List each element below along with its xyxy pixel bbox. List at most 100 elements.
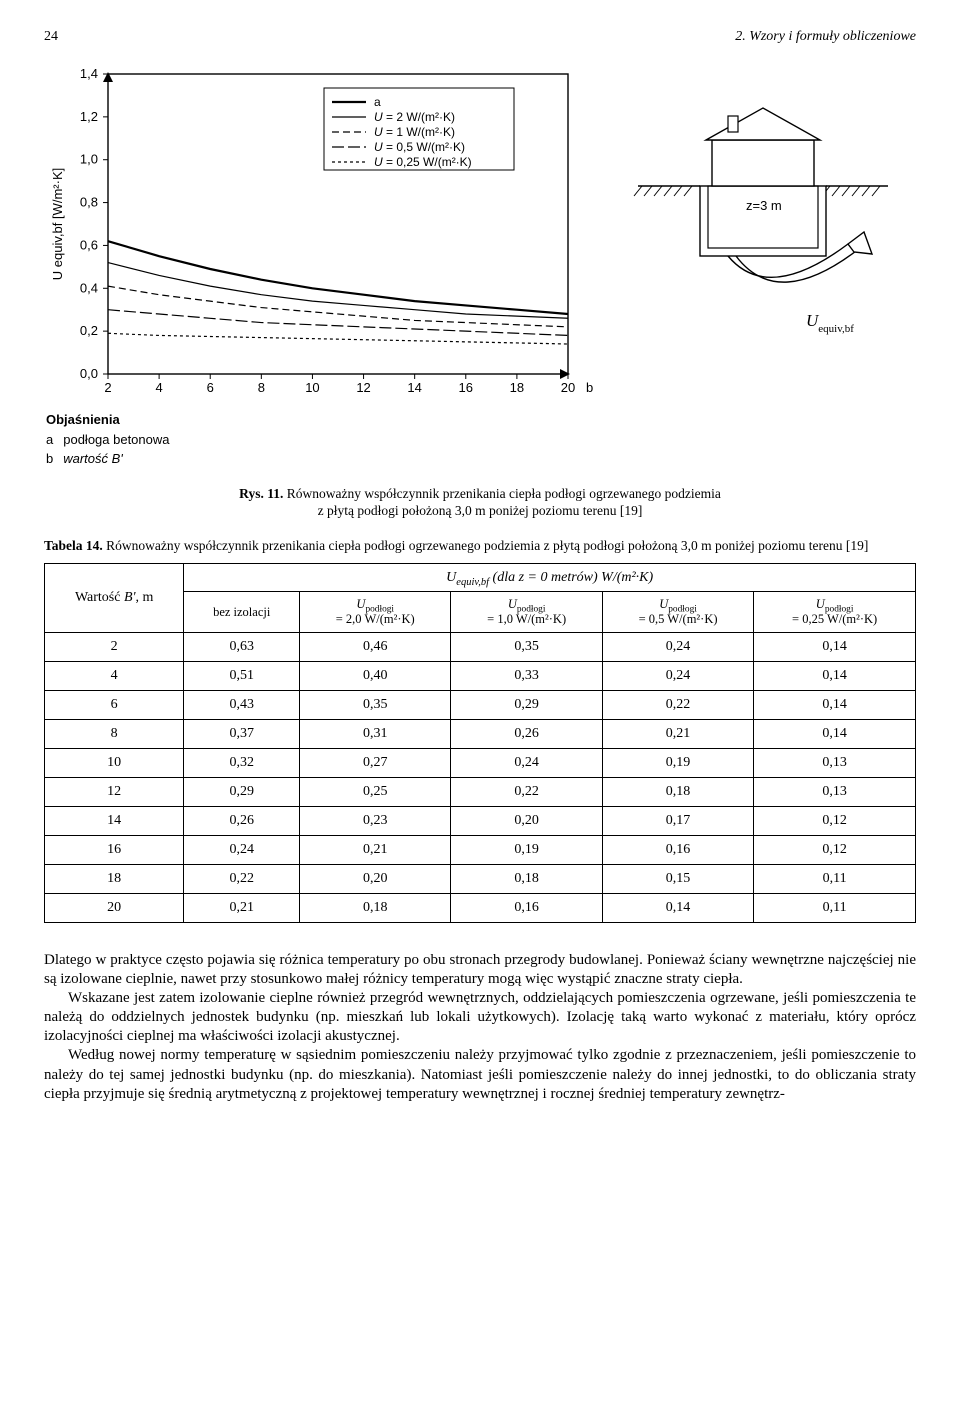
table-cell: 0,23 [300, 806, 451, 835]
svg-text:0,8: 0,8 [80, 194, 98, 209]
table-cell: 0,25 [300, 778, 451, 807]
svg-text:0,2: 0,2 [80, 323, 98, 338]
table-cell: 0,22 [184, 864, 300, 893]
table-row: 80,370,310,260,210,14 [45, 720, 916, 749]
table-cell: 0,40 [300, 662, 451, 691]
svg-text:1,2: 1,2 [80, 109, 98, 124]
page-header: 24 2. Wzory i formuły obliczeniowe [44, 28, 916, 46]
table-row: 120,290,250,220,180,13 [45, 778, 916, 807]
svg-text:2: 2 [104, 380, 111, 395]
table-row: 20,630,460,350,240,14 [45, 633, 916, 662]
table-cell: 18 [45, 864, 184, 893]
table-cell: 0,11 [754, 893, 916, 922]
table-cell: 0,33 [451, 662, 602, 691]
table-cell: 2 [45, 633, 184, 662]
table-cell: 0,22 [602, 691, 753, 720]
table-cell: 4 [45, 662, 184, 691]
table-cell: 0,29 [184, 778, 300, 807]
table-cell: 0,13 [754, 778, 916, 807]
table-row: 160,240,210,190,160,12 [45, 835, 916, 864]
table-cell: 0,24 [451, 749, 602, 778]
svg-text:a: a [374, 95, 381, 109]
table-caption-prefix: Tabela 14. [44, 538, 103, 553]
table-cell: 0,21 [184, 893, 300, 922]
figure-row: 0,00,20,40,60,81,01,21,42468101214161820… [44, 64, 916, 471]
table-cell: 0,35 [451, 633, 602, 662]
chart-container: 0,00,20,40,60,81,01,21,42468101214161820… [44, 64, 604, 471]
table-cell: 0,24 [184, 835, 300, 864]
table-cell: 0,20 [451, 806, 602, 835]
table-cell: 0,43 [184, 691, 300, 720]
table-cell: 0,14 [754, 720, 916, 749]
table-cell: 0,16 [451, 893, 602, 922]
table-cell: 0,15 [602, 864, 753, 893]
svg-text:8: 8 [258, 380, 265, 395]
table-row: 60,430,350,290,220,14 [45, 691, 916, 720]
svg-text:18: 18 [510, 380, 524, 395]
paragraph: Wskazane jest zatem izolowanie cieplne r… [44, 989, 916, 1047]
table-cell: 0,32 [184, 749, 300, 778]
svg-text:20: 20 [561, 380, 575, 395]
table-cell: 0,22 [451, 778, 602, 807]
svg-text:1,4: 1,4 [80, 66, 98, 81]
table-cell: 0,12 [754, 835, 916, 864]
table-cell: 6 [45, 691, 184, 720]
table-cell: 12 [45, 778, 184, 807]
paragraph: Dlatego w praktyce często pojawia się ró… [44, 951, 916, 989]
explanation-row: b wartość B' [46, 451, 178, 469]
table-cell: 0,16 [602, 835, 753, 864]
table-row: 140,260,230,200,170,12 [45, 806, 916, 835]
explanation-text: podłoga betonowa [63, 432, 177, 450]
table-header: Wartość B', m [45, 563, 184, 633]
table-cell: 0,14 [754, 633, 916, 662]
figure-caption-line2: z płytą podłogi położoną 3,0 m poniżej p… [318, 503, 643, 518]
table-cell: 8 [45, 720, 184, 749]
paragraph: Według nowej normy temperaturę w sąsiedn… [44, 1046, 916, 1104]
table-cell: 0,14 [602, 893, 753, 922]
figure-caption: Rys. 11. Równoważny współczynnik przenik… [44, 485, 916, 520]
table-cell: 0,51 [184, 662, 300, 691]
svg-text:6: 6 [207, 380, 214, 395]
table-cell: 14 [45, 806, 184, 835]
svg-text:0,4: 0,4 [80, 280, 98, 295]
svg-text:10: 10 [305, 380, 319, 395]
svg-text:1,0: 1,0 [80, 152, 98, 167]
table-cell: 0,14 [754, 691, 916, 720]
svg-text:12: 12 [356, 380, 370, 395]
table-caption: Tabela 14. Równoważny współczynnik przen… [44, 537, 916, 554]
chapter-title: 2. Wzory i formuły obliczeniowe [735, 28, 916, 46]
svg-text:Uequiv,bf: Uequiv,bf [806, 311, 854, 335]
explanations-block: Objaśnienia a podłoga betonowa b wartość… [44, 410, 180, 471]
explanation-key: a [46, 432, 61, 450]
table-cell: 0,18 [602, 778, 753, 807]
house-diagram-container: z=3 mUequiv,bf [628, 64, 916, 360]
figure-caption-prefix: Rys. 11. [239, 486, 283, 501]
svg-text:0,6: 0,6 [80, 237, 98, 252]
svg-text:U equiv,bf [W/m²·K]: U equiv,bf [W/m²·K] [50, 168, 65, 280]
table-subheader: bez izolacji [184, 592, 300, 633]
table-cell: 10 [45, 749, 184, 778]
table-cell: 0,46 [300, 633, 451, 662]
table-cell: 0,63 [184, 633, 300, 662]
svg-text:U = 0,25 W/(m²·K): U = 0,25 W/(m²·K) [374, 155, 472, 169]
house-diagram: z=3 mUequiv,bf [628, 94, 908, 354]
explanations-title: Objaśnienia [46, 412, 178, 430]
figure-caption-line1: Równoważny współczynnik przenikania ciep… [287, 486, 721, 501]
table-cell: 16 [45, 835, 184, 864]
table-cell: 0,19 [451, 835, 602, 864]
table-subheader: Upodłogi= 1,0 W/(m²·K) [451, 592, 602, 633]
svg-text:14: 14 [407, 380, 421, 395]
table-cell: 0,20 [300, 864, 451, 893]
table-caption-text: Równoważny współczynnik przenikania ciep… [106, 538, 868, 553]
table-subheader: Upodłogi= 2,0 W/(m²·K) [300, 592, 451, 633]
line-chart: 0,00,20,40,60,81,01,21,42468101214161820… [44, 64, 604, 404]
table-cell: 20 [45, 893, 184, 922]
table-cell: 0,37 [184, 720, 300, 749]
table-cell: 0,14 [754, 662, 916, 691]
table-cell: 0,18 [451, 864, 602, 893]
table-subheader: Upodłogi= 0,5 W/(m²·K) [602, 592, 753, 633]
table-cell: 0,24 [602, 662, 753, 691]
table-row: 180,220,200,180,150,11 [45, 864, 916, 893]
svg-text:U = 2 W/(m²·K): U = 2 W/(m²·K) [374, 110, 455, 124]
svg-text:b: b [586, 380, 593, 395]
